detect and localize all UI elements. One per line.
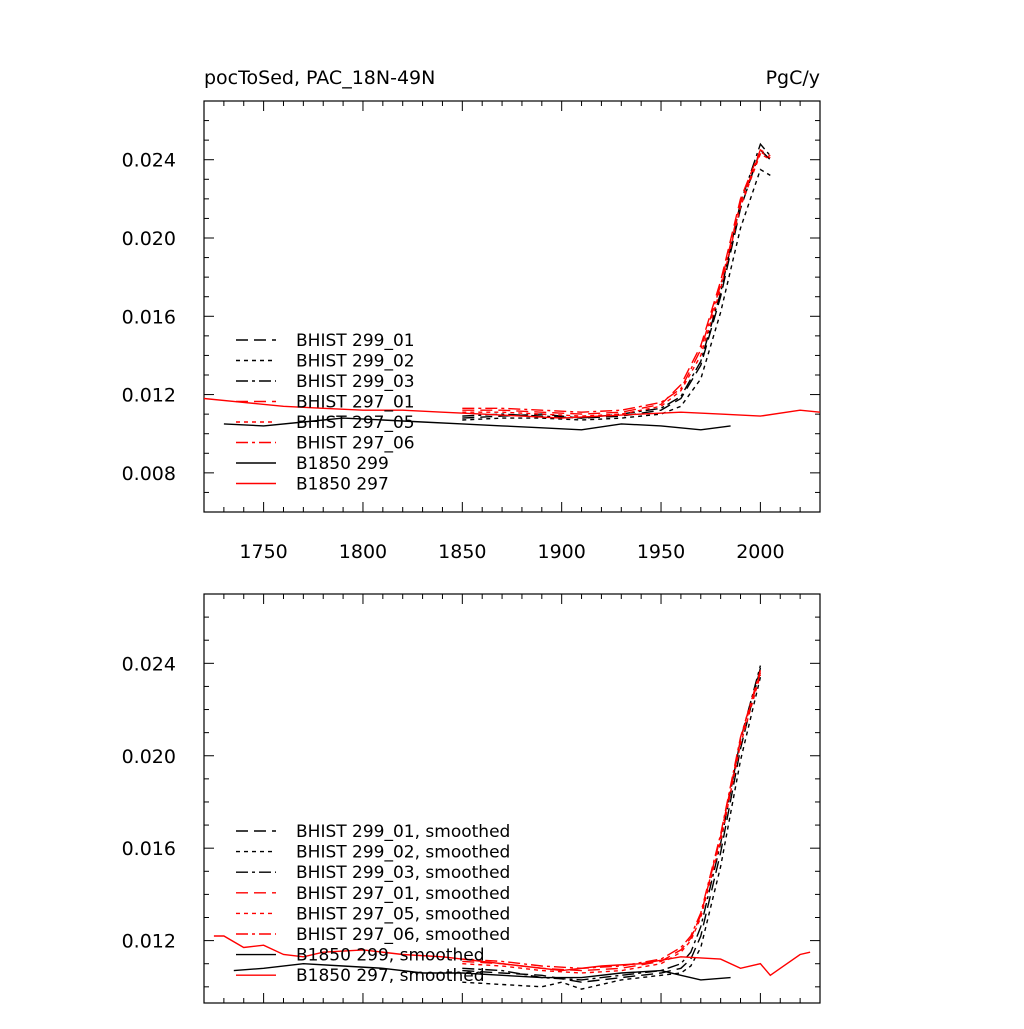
y-tick-label: 0.020 — [122, 746, 176, 768]
top-panel: 1750 1800 1850 1900 1950 2000 0.008 0.012 0.016 0… — [122, 100, 821, 563]
x-tick-label: 2000 — [736, 541, 784, 563]
series-line-bhist-297-01 — [462, 148, 771, 415]
series-line-bhist-299-03-smoothed — [462, 665, 762, 981]
legend-label-b1850-299-smoothed: B1850 299, smoothed — [296, 946, 485, 966]
y-tick-label: 0.012 — [122, 931, 176, 953]
series-line-b1850-297 — [204, 397, 820, 419]
chart-units: PgC/y — [766, 67, 820, 89]
series-line-b1850-297-smoothed — [213, 935, 811, 977]
series-line-bhist-299-02 — [462, 168, 771, 421]
chart-title: pocToSed, PAC_18N-49N — [204, 67, 435, 89]
series-group — [204, 142, 820, 431]
series-line-bhist-297-06 — [462, 150, 771, 413]
y-tick-label: 0.008 — [122, 463, 176, 485]
y-tick-label: 0.024 — [122, 150, 176, 172]
y-tick-label: 0.016 — [122, 306, 176, 328]
series-line-bhist-297-06-smoothed — [462, 670, 762, 970]
x-tick-label: 1750 — [239, 541, 287, 563]
legend-label-bhist-297-06-smoothed: BHIST 297_06, smoothed — [296, 925, 510, 945]
legend-label-bhist-297-01-smoothed: BHIST 297_01, smoothed — [296, 884, 510, 904]
legend-label-bhist-299-02: BHIST 299_02 — [296, 352, 415, 372]
legend-label-bhist-299-01: BHIST 299_01 — [296, 331, 415, 351]
series-line-b1850-299 — [223, 417, 731, 431]
legend-label-bhist-299-02-smoothed: BHIST 299_02, smoothed — [296, 843, 510, 863]
series-line-bhist-297-05 — [462, 152, 771, 417]
legend-label-bhist-299-03: BHIST 299_03 — [296, 372, 415, 392]
y-tick-label: 0.024 — [122, 653, 176, 675]
plot-frame — [203, 593, 821, 1004]
legend-label-bhist-299-01-smoothed: BHIST 299_01, smoothed — [296, 822, 510, 842]
legend-label-b1850-297: B1850 297 — [296, 475, 389, 495]
y-tick-label: 0.012 — [122, 385, 176, 407]
legend-label-bhist-297-05: BHIST 297_05 — [296, 413, 415, 433]
legend-label-b1850-297-smoothed: B1850 297, smoothed — [296, 966, 485, 986]
x-tick-label: 1900 — [537, 541, 585, 563]
series-line-bhist-299-02-smoothed — [462, 677, 762, 990]
y-tick-label: 0.020 — [122, 228, 176, 250]
series-line-bhist-299-01-smoothed — [462, 667, 762, 983]
x-tick-label: 1800 — [339, 541, 387, 563]
legend-label-bhist-297-06: BHIST 297_06 — [296, 434, 415, 454]
bottom-panel: 0.012 0.016 0.020 0.024 BHIST 299_01, smooth… — [122, 593, 821, 1004]
x-tick-label: 1950 — [637, 541, 685, 563]
legend-label-bhist-297-01: BHIST 297_01 — [296, 393, 415, 413]
y-tick-label: 0.016 — [122, 838, 176, 860]
plot-frame — [203, 100, 821, 513]
legend-label-bhist-297-05-smoothed: BHIST 297_05, smoothed — [296, 904, 510, 924]
x-tick-label: 1850 — [438, 541, 486, 563]
series-line-b1850-299-smoothed — [233, 962, 731, 981]
legend-label-b1850-299: B1850 299 — [296, 454, 389, 474]
series-line-bhist-299-03 — [462, 142, 771, 419]
legend-label-bhist-299-03-smoothed: BHIST 299_03, smoothed — [296, 863, 510, 883]
series-group — [213, 665, 811, 990]
series-line-bhist-299-01 — [462, 148, 771, 419]
